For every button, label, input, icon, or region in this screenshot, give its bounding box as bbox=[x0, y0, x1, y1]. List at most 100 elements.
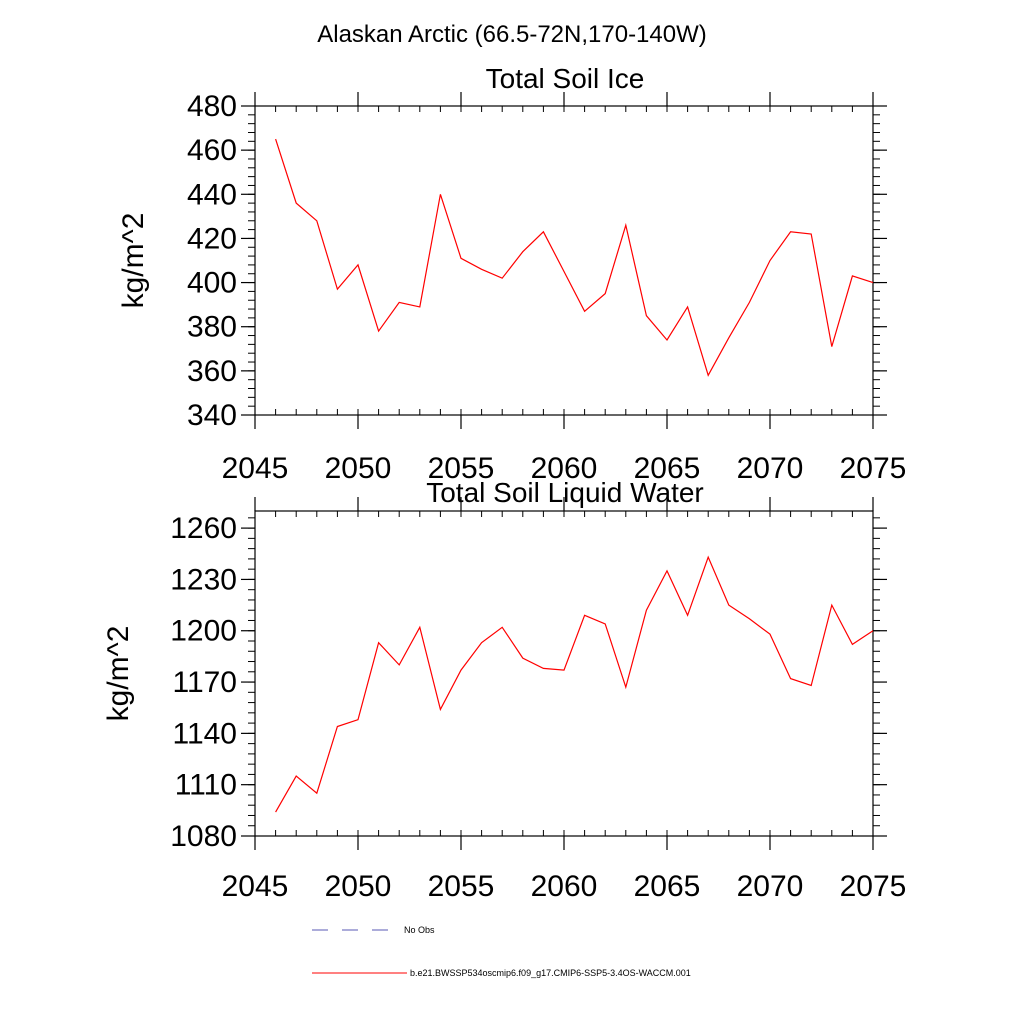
x-tick-label: 2045 bbox=[222, 452, 289, 485]
data-point bbox=[769, 633, 772, 636]
data-point bbox=[460, 257, 463, 260]
x-tick-label: 2045 bbox=[222, 870, 289, 903]
data-point bbox=[666, 338, 669, 341]
data-point bbox=[336, 288, 339, 291]
data-point bbox=[542, 230, 545, 233]
data-point bbox=[501, 277, 504, 280]
series-line bbox=[275, 555, 874, 813]
y-tick-label: 1170 bbox=[172, 666, 237, 699]
y-tick-label: 460 bbox=[187, 134, 237, 167]
data-point bbox=[769, 259, 772, 262]
data-point bbox=[830, 604, 833, 607]
data-point bbox=[686, 305, 689, 308]
data-point bbox=[315, 792, 318, 795]
y-tick-label: 1110 bbox=[175, 769, 237, 802]
x-tick-label: 2050 bbox=[325, 452, 392, 485]
y-tick-label: 480 bbox=[187, 90, 237, 123]
page-title: Alaskan Arctic (66.5-72N,170-140W) bbox=[317, 21, 707, 48]
data-point bbox=[336, 725, 339, 728]
data-point bbox=[789, 677, 792, 680]
data-point bbox=[439, 708, 442, 711]
data-point bbox=[501, 626, 504, 629]
data-point bbox=[604, 622, 607, 625]
data-point bbox=[686, 614, 689, 617]
plot-frame bbox=[254, 510, 874, 837]
data-point bbox=[418, 626, 421, 629]
data-point bbox=[521, 250, 524, 253]
data-point bbox=[872, 281, 875, 284]
data-point bbox=[398, 301, 401, 304]
data-point bbox=[624, 224, 627, 227]
y-tick-label: 340 bbox=[187, 399, 237, 432]
data-point bbox=[872, 629, 875, 632]
chart-title: Total Soil Ice bbox=[486, 63, 645, 94]
data-point bbox=[851, 274, 854, 277]
data-point bbox=[521, 657, 524, 660]
y-tick-label: 420 bbox=[187, 222, 237, 255]
x-tick-label: 2060 bbox=[531, 452, 598, 485]
y-tick-label: 360 bbox=[187, 355, 237, 388]
data-point bbox=[707, 374, 710, 377]
x-tick-label: 2065 bbox=[634, 870, 701, 903]
data-point bbox=[645, 314, 648, 317]
legend-run-label: b.e21.BWSSP534oscmip6.f09_g17.CMIP6-SSP5… bbox=[410, 968, 691, 978]
data-point bbox=[707, 556, 710, 559]
data-point bbox=[810, 684, 813, 687]
legend-no-obs-label: No Obs bbox=[404, 925, 435, 935]
data-point bbox=[460, 669, 463, 672]
data-point bbox=[377, 330, 380, 333]
data-point bbox=[604, 292, 607, 295]
total-soil-liquid-water-chart: Total Soil Liquid Water kg/m^2 2045 2050 205… bbox=[102, 477, 906, 903]
data-point bbox=[480, 268, 483, 271]
y-tick-label: 440 bbox=[187, 178, 237, 211]
y-tick-label: 1080 bbox=[170, 820, 237, 853]
data-point bbox=[851, 643, 854, 646]
x-tick-label: 2055 bbox=[428, 452, 495, 485]
y-tick-label: 1260 bbox=[170, 512, 237, 545]
data-point bbox=[563, 270, 566, 273]
data-point bbox=[563, 669, 566, 672]
data-point bbox=[810, 233, 813, 236]
data-point bbox=[418, 305, 421, 308]
data-point bbox=[274, 811, 277, 814]
x-tick-label: 2070 bbox=[737, 452, 804, 485]
x-tick-label: 2070 bbox=[737, 870, 804, 903]
data-point bbox=[789, 230, 792, 233]
data-point bbox=[666, 569, 669, 572]
data-point bbox=[583, 614, 586, 617]
data-point bbox=[583, 310, 586, 313]
data-point bbox=[727, 336, 730, 339]
series-line bbox=[275, 138, 874, 377]
y-tick-label: 1140 bbox=[172, 717, 237, 750]
data-point bbox=[315, 219, 318, 222]
y-tick-label: 1200 bbox=[170, 615, 237, 648]
data-point bbox=[357, 718, 360, 721]
data-point bbox=[830, 345, 833, 348]
data-point bbox=[377, 641, 380, 644]
x-tick-label: 2075 bbox=[840, 870, 907, 903]
data-point bbox=[480, 641, 483, 644]
data-point bbox=[645, 609, 648, 612]
data-point bbox=[295, 775, 298, 778]
plot-frame bbox=[254, 105, 874, 416]
data-point bbox=[748, 617, 751, 620]
data-point bbox=[439, 193, 442, 196]
data-point bbox=[727, 604, 730, 607]
data-point bbox=[542, 667, 545, 670]
y-tick-label: 400 bbox=[187, 267, 237, 300]
data-point bbox=[398, 663, 401, 666]
data-point bbox=[357, 263, 360, 266]
y-axis-label: kg/m^2 bbox=[102, 626, 135, 722]
data-point bbox=[624, 686, 627, 689]
data-point bbox=[295, 202, 298, 205]
data-point bbox=[748, 301, 751, 304]
y-axis-label: kg/m^2 bbox=[117, 213, 150, 309]
data-point bbox=[274, 138, 277, 141]
x-tick-label: 2060 bbox=[531, 870, 598, 903]
y-tick-label: 380 bbox=[187, 311, 237, 344]
y-tick-label: 1230 bbox=[170, 563, 237, 596]
x-tick-label: 2055 bbox=[428, 870, 495, 903]
chart-title: Total Soil Liquid Water bbox=[426, 477, 704, 508]
x-tick-label: 2075 bbox=[840, 452, 907, 485]
